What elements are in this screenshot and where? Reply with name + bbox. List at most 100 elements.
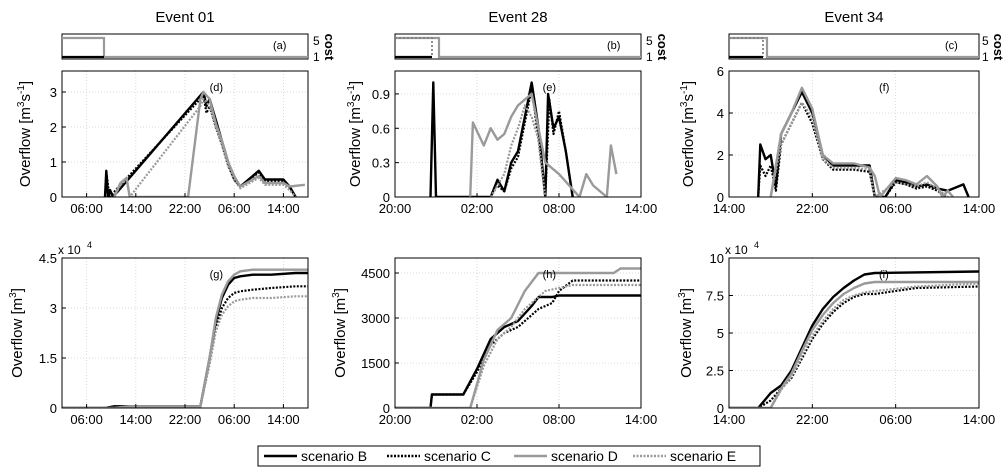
cost-panel-frame (728, 33, 980, 60)
series-line-scenario-b (429, 81, 574, 197)
y-axis-label: Overflow [m3s-1] (16, 81, 34, 187)
series-group (729, 270, 979, 408)
series-line-scenario-b (729, 270, 979, 408)
y-tick-label: 1500 (361, 356, 390, 371)
series-line-scenario-c (62, 285, 308, 408)
y-tick-label: 1 (50, 155, 57, 170)
series-line-scenario-e (62, 295, 308, 408)
x-tick-label: 14:00 (625, 201, 658, 216)
y-tick-label: 2 (717, 148, 724, 163)
series-line-scenario-c (757, 101, 949, 197)
y-multiplier: x 10 (58, 243, 81, 257)
series-group (395, 267, 641, 408)
series-line-scenario-b (757, 90, 970, 197)
series-line-scenario-e (489, 104, 547, 197)
y-tick-label: 4500 (361, 266, 390, 281)
legend-label-scenario-e: scenario E (670, 448, 736, 464)
x-tick-label: 14:00 (713, 412, 746, 427)
plot-frame (394, 257, 642, 409)
cost-panel-frame (394, 33, 642, 60)
cost-axis-label: cost (322, 34, 337, 61)
cost-tick-1: 1 (646, 50, 653, 64)
y-tick-label: 4.5 (39, 251, 57, 266)
chart-panel-h: 20:00 02:00 08:00 14:00 0 1500 3000 4500 (h) Over… (331, 257, 657, 427)
x-tick-label: 22:00 (169, 201, 202, 216)
series-line-scenario-d (469, 92, 618, 197)
cost-line-dotted (395, 37, 433, 57)
y-tick-label: 0 (383, 190, 390, 205)
x-tick-label: 08:00 (543, 201, 576, 216)
series-line-scenario-c (729, 285, 979, 408)
cost-panel-label: (b) (607, 40, 620, 52)
cost-panel-c: (c) 5 1 cost (728, 33, 1004, 64)
series-line-scenario-b (395, 294, 641, 408)
legend-label-scenario-c: scenario C (424, 448, 491, 464)
y-tick-label: 3000 (361, 311, 390, 326)
series-line-scenario-c (103, 94, 297, 197)
x-tick-label: 14:00 (120, 412, 153, 427)
y-axis-label: Overflow [m3s-1] (679, 81, 697, 187)
cost-panel-a: (a) 5 1 cost (61, 33, 337, 64)
series-group (62, 268, 308, 408)
panel-label: (f) (879, 82, 889, 94)
y-tick-label: 0.3 (372, 156, 390, 171)
x-tick-label: 22:00 (169, 412, 202, 427)
x-tick-label: 14:00 (267, 412, 300, 427)
cost-line-gray (62, 36, 308, 59)
cost-tick-5: 5 (313, 34, 320, 48)
y-multiplier: x 10 (725, 243, 748, 257)
y-multiplier-exponent: 4 (754, 240, 759, 250)
panel-label: (i) (879, 269, 889, 281)
y-tick-label: 10 (710, 251, 724, 266)
series-line-scenario-c (395, 279, 641, 408)
y-axis-label: Overflow [m3] (8, 288, 26, 378)
y-multiplier-exponent: 4 (87, 240, 92, 250)
chart-panel-e: 20:00 02:00 08:00 14:00 0 0.3 0.6 0.9 (e) Overflo… (346, 70, 658, 216)
cost-panel-b: (b) 5 1 cost (394, 33, 670, 64)
cost-axis-label: cost (655, 34, 670, 61)
y-tick-label: 2 (50, 120, 57, 135)
cost-tick-5: 5 (646, 34, 653, 48)
cost-panel-label: (a) (273, 40, 286, 52)
plot-frame (728, 70, 980, 198)
series-group (429, 81, 618, 197)
series-line-scenario-d (62, 268, 308, 408)
x-tick-label: 22:00 (796, 412, 829, 427)
series-line-scenario-d (729, 280, 979, 408)
x-tick-label: 14:00 (120, 201, 153, 216)
x-tick-label: 06:00 (70, 412, 103, 427)
y-tick-label: 0 (717, 401, 724, 416)
y-tick-label: 0 (50, 401, 57, 416)
x-tick-label: 14:00 (963, 201, 996, 216)
series-line-scenario-c (489, 87, 574, 197)
cost-axis-label: cost (991, 34, 1004, 61)
x-tick-label: 20:00 (379, 412, 412, 427)
y-axis-label: Overflow [m3] (331, 288, 349, 378)
y-axis-label: Overflow [m3s-1] (346, 81, 364, 187)
column-title-3: Event 34 (824, 9, 883, 26)
cost-tick-1: 1 (313, 50, 320, 64)
cost-line-dotted (729, 37, 764, 57)
panel-label: (h) (543, 269, 556, 281)
panel-label: (d) (210, 82, 223, 94)
x-tick-label: 06:00 (879, 201, 912, 216)
series-group (103, 90, 306, 197)
legend: scenario B scenario C scenario D scenari… (257, 445, 761, 467)
y-tick-label: 0.6 (372, 121, 390, 136)
panel-label: (g) (210, 269, 223, 281)
cost-line-gray (729, 36, 979, 59)
x-tick-label: 06:00 (218, 201, 251, 216)
series-line-scenario-e (395, 283, 641, 408)
legend-box (257, 445, 761, 467)
y-tick-label: 4 (717, 106, 724, 121)
y-tick-label: 0 (50, 190, 57, 205)
series-line-scenario-e (729, 282, 979, 408)
x-tick-label: 06:00 (70, 201, 103, 216)
series-line-scenario-e (769, 101, 949, 197)
y-tick-label: 3 (50, 85, 57, 100)
y-tick-label: 5 (717, 326, 724, 341)
x-tick-label: 14:00 (267, 201, 300, 216)
x-tick-label: 08:00 (543, 412, 576, 427)
